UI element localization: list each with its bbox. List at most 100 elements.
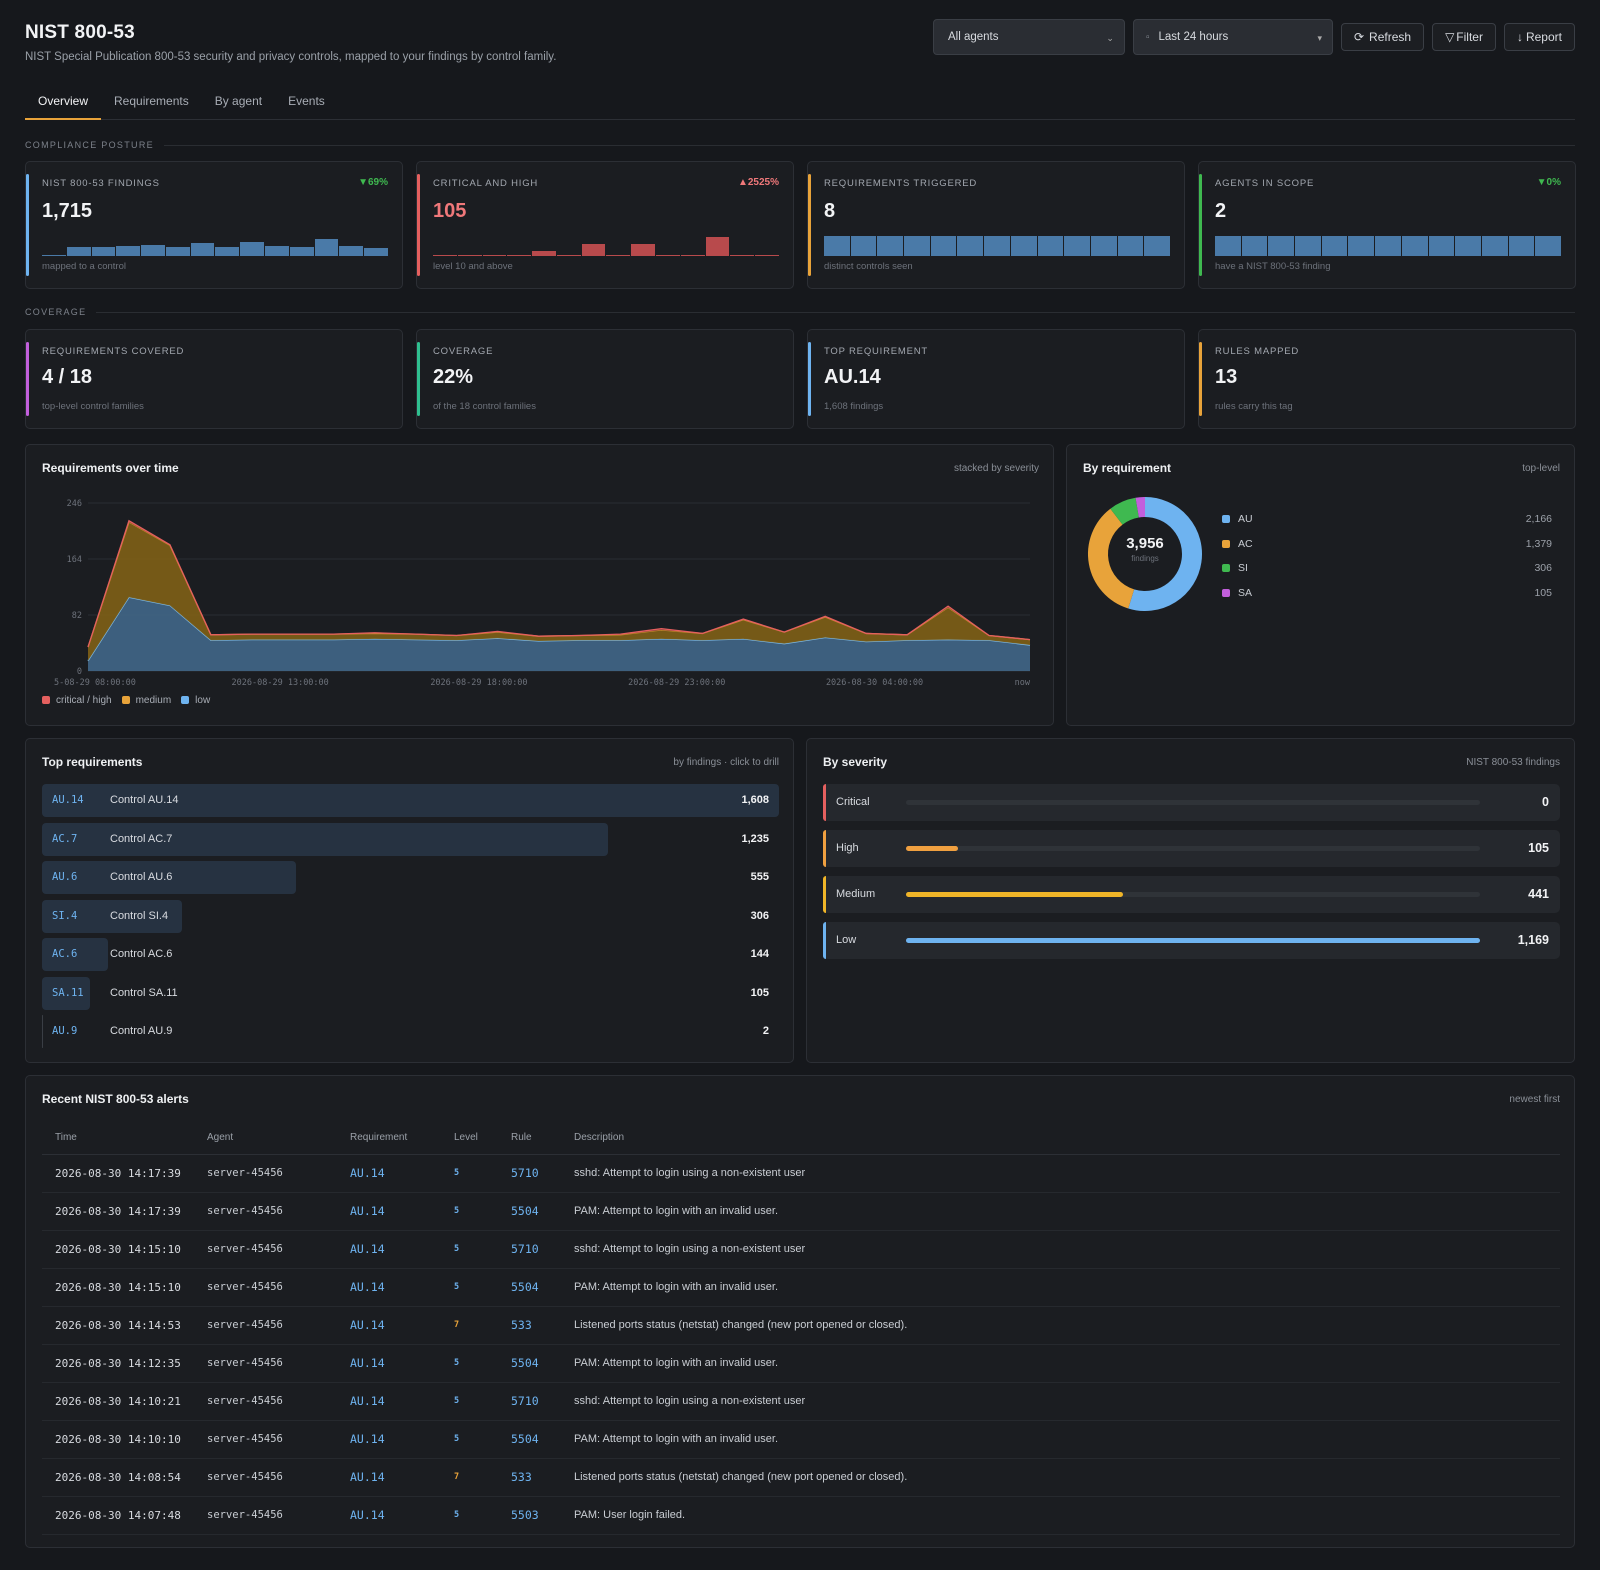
cell-agent[interactable]: server-45456 xyxy=(194,1268,337,1307)
cell-agent[interactable]: server-45456 xyxy=(194,1382,337,1421)
donut-slice-si[interactable] xyxy=(1110,497,1140,525)
cell-agent[interactable]: server-45456 xyxy=(194,1154,337,1193)
tab-by-agent[interactable]: By agent xyxy=(214,94,263,108)
cell-agent[interactable]: server-45456 xyxy=(194,1496,337,1535)
kpi-card[interactable]: CRITICAL AND HIGH ▲2525% 105 level 10 and a… xyxy=(416,161,794,289)
requirement-code: SA.11 xyxy=(52,986,84,999)
table-row[interactable]: 2026-08-30 14:10:10 server-45456 AU.14 5 550… xyxy=(42,1420,1560,1459)
severity-accent xyxy=(823,922,826,959)
cell-requirement-link[interactable]: AU.14 xyxy=(337,1382,441,1421)
cell-requirement-link[interactable]: AU.14 xyxy=(337,1154,441,1193)
donut-slice-ac[interactable] xyxy=(1088,508,1135,609)
cell-requirement-link[interactable]: AU.14 xyxy=(337,1344,441,1383)
col-level[interactable]: Level xyxy=(441,1122,498,1155)
requirement-bar xyxy=(42,899,183,933)
severity-accent xyxy=(823,830,826,867)
tab-requirements[interactable]: Requirements xyxy=(114,94,189,108)
x-tick-label: 2026-08-29 23:00:00 xyxy=(628,678,725,688)
requirement-row[interactable]: AU.6 Control AU.6 555 xyxy=(42,861,779,894)
report-button[interactable]: ↓ Report xyxy=(1503,23,1575,51)
coverage-card[interactable]: RULES MAPPED 13 rules carry this tag xyxy=(1198,329,1576,429)
col-rule[interactable]: Rule xyxy=(498,1122,561,1155)
cell-rule-link[interactable]: 5503 xyxy=(498,1496,561,1535)
col-requirement[interactable]: Requirement xyxy=(337,1122,441,1155)
spark-bar xyxy=(755,255,779,256)
table-row[interactable]: 2026-08-30 14:14:53 server-45456 AU.14 7 533… xyxy=(42,1306,1560,1345)
filter-button[interactable]: ▽ Filter xyxy=(1432,23,1496,51)
coverage-card[interactable]: TOP REQUIREMENT AU.14 1,608 findings xyxy=(807,329,1185,429)
severity-count: 441 xyxy=(1528,887,1549,901)
cell-requirement-link[interactable]: AU.14 xyxy=(337,1458,441,1497)
cell-rule-link[interactable]: 5504 xyxy=(498,1344,561,1383)
severity-row-critical[interactable]: Critical 0 xyxy=(823,784,1560,821)
refresh-button[interactable]: ⟳ Refresh xyxy=(1340,23,1425,51)
kpi-card[interactable]: AGENTS IN SCOPE ▼0% 2 have a NIST 800-53 fi… xyxy=(1198,161,1576,289)
cell-agent[interactable]: server-45456 xyxy=(194,1344,337,1383)
cell-requirement-link[interactable]: AU.14 xyxy=(337,1230,441,1269)
cell-agent[interactable]: server-45456 xyxy=(194,1230,337,1269)
spark-bar xyxy=(364,248,388,256)
cell-agent[interactable]: server-45456 xyxy=(194,1306,337,1345)
cell-requirement-link[interactable]: AU.14 xyxy=(337,1268,441,1307)
table-row[interactable]: 2026-08-30 14:17:39 server-45456 AU.14 5 571… xyxy=(42,1154,1560,1193)
x-tick-label: 5-08-29 08:00:00 xyxy=(54,678,136,688)
cell-rule-link[interactable]: 5710 xyxy=(498,1230,561,1269)
requirement-row[interactable]: AU.9 Control AU.9 2 xyxy=(42,1015,779,1048)
kpi-card[interactable]: NIST 800-53 FINDINGS ▼69% 1,715 mapped to a… xyxy=(25,161,403,289)
time-range-select[interactable]: ▫ Last 24 hours ▾ xyxy=(1132,19,1333,55)
donut-slice-sa[interactable] xyxy=(1135,497,1146,518)
cell-rule-link[interactable]: 5504 xyxy=(498,1268,561,1307)
requirement-row[interactable]: AC.6 Control AC.6 144 xyxy=(42,938,779,971)
table-row[interactable]: 2026-08-30 14:10:21 server-45456 AU.14 5 571… xyxy=(42,1382,1560,1421)
table-row[interactable]: 2026-08-30 14:15:10 server-45456 AU.14 5 571… xyxy=(42,1230,1560,1269)
cell-requirement-link[interactable]: AU.14 xyxy=(337,1496,441,1535)
cell-rule-link[interactable]: 533 xyxy=(498,1458,561,1497)
requirement-row[interactable]: AC.7 Control AC.7 1,235 xyxy=(42,822,779,856)
coverage-card[interactable]: REQUIREMENTS COVERED 4 / 18 top-level cont… xyxy=(25,329,403,429)
cell-agent[interactable]: server-45456 xyxy=(194,1458,337,1497)
table-row[interactable]: 2026-08-30 14:07:48 server-45456 AU.14 5 550… xyxy=(42,1496,1560,1535)
cell-requirement-link[interactable]: AU.14 xyxy=(337,1306,441,1345)
kpi-subtext: top-level control families xyxy=(42,401,144,412)
cell-requirement-link[interactable]: AU.14 xyxy=(337,1192,441,1231)
kpi-value: 13 xyxy=(1215,366,1238,388)
agent-select[interactable]: All agents ⌄ xyxy=(932,19,1125,55)
kpi-accent-bar xyxy=(1199,342,1202,416)
cell-agent[interactable]: server-45456 xyxy=(194,1420,337,1459)
cell-rule-link[interactable]: 5504 xyxy=(498,1192,561,1231)
requirement-row[interactable]: SI.4 Control SI.4 306 xyxy=(42,899,779,933)
cell-agent[interactable]: server-45456 xyxy=(194,1192,337,1231)
donut-slice-au[interactable] xyxy=(1128,497,1202,611)
requirement-row[interactable]: AU.14 Control AU.14 1,608 xyxy=(42,784,779,817)
cell-requirement-link[interactable]: AU.14 xyxy=(337,1420,441,1459)
spark-bar xyxy=(265,246,289,256)
tab-events[interactable]: Events xyxy=(288,94,325,108)
table-row[interactable]: 2026-08-30 14:08:54 server-45456 AU.14 7 533… xyxy=(42,1458,1560,1497)
cell-rule-link[interactable]: 5710 xyxy=(498,1382,561,1421)
table-row[interactable]: 2026-08-30 14:15:10 server-45456 AU.14 5 550… xyxy=(42,1268,1560,1307)
table-row[interactable]: 2026-08-30 14:12:35 server-45456 AU.14 5 550… xyxy=(42,1344,1560,1383)
col-description[interactable]: Description xyxy=(561,1122,1560,1155)
severity-row-high[interactable]: High 105 xyxy=(823,830,1560,867)
col-agent[interactable]: Agent xyxy=(194,1122,337,1155)
spark-bar xyxy=(1268,236,1295,256)
tab-overview[interactable]: Overview xyxy=(25,88,102,120)
requirement-row[interactable]: SA.11 Control SA.11 105 xyxy=(42,976,779,1010)
spark-bar xyxy=(1241,236,1268,256)
spark-bar xyxy=(289,246,314,256)
kpi-card[interactable]: REQUIREMENTS TRIGGERED 8 distinct controls… xyxy=(807,161,1185,289)
cell-rule-link[interactable]: 5710 xyxy=(498,1154,561,1193)
legend-item-sa[interactable]: SA 105 xyxy=(1222,581,1552,606)
cell-rule-link[interactable]: 533 xyxy=(498,1306,561,1345)
legend-item-si[interactable]: SI 306 xyxy=(1222,556,1552,581)
severity-row-low[interactable]: Low 1,169 xyxy=(823,922,1560,959)
legend-item-au[interactable]: AU 2,166 xyxy=(1222,507,1552,532)
legend-item-ac[interactable]: AC 1,379 xyxy=(1222,532,1552,557)
col-time[interactable]: Time xyxy=(42,1122,194,1155)
coverage-card[interactable]: COVERAGE 22% of the 18 control families xyxy=(416,329,794,429)
kpi-delta: ▲2525% xyxy=(737,177,779,188)
cell-description: sshd: Attempt to login using a non-exist… xyxy=(561,1230,1560,1269)
severity-row-medium[interactable]: Medium 441 xyxy=(823,876,1560,913)
cell-rule-link[interactable]: 5504 xyxy=(498,1420,561,1459)
table-row[interactable]: 2026-08-30 14:17:39 server-45456 AU.14 5 550… xyxy=(42,1192,1560,1231)
